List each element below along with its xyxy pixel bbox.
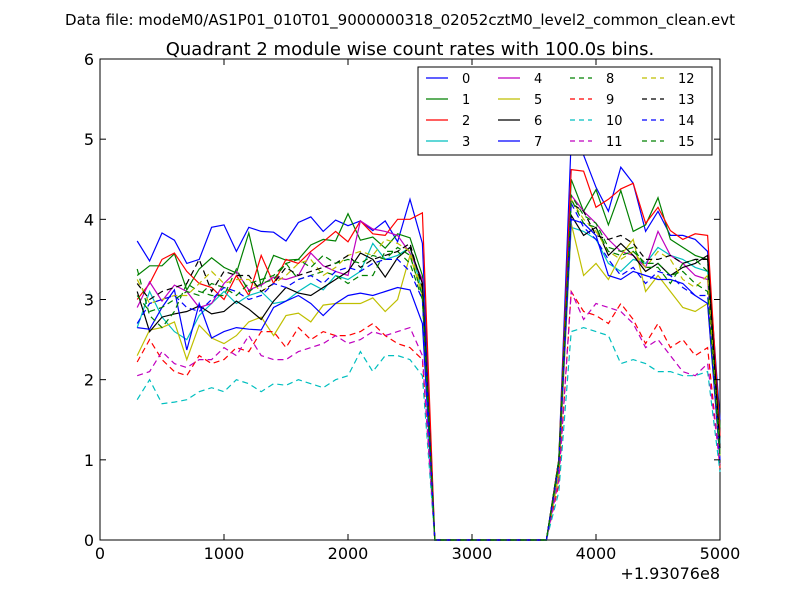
y-tick-label: 5 (84, 130, 94, 149)
legend-label: 0 (462, 72, 470, 87)
series-line-9 (136, 289, 721, 541)
legend-label: 15 (678, 135, 695, 150)
x-tick-label: 2000 (328, 544, 369, 563)
series-line-15 (136, 197, 721, 541)
x-offset-label: +1.93076e8 (620, 564, 720, 583)
chart-suptitle: Data file: modeM0/AS1P01_010T01_90000003… (65, 11, 735, 30)
series-line-11 (137, 291, 721, 541)
series-line-14 (136, 201, 721, 541)
legend-label: 7 (534, 135, 542, 150)
legend-label: 12 (678, 72, 695, 87)
legend-label: 6 (534, 114, 542, 129)
x-tick-label: 1000 (204, 544, 245, 563)
series-line-10 (136, 326, 721, 541)
x-tick-label: 3000 (452, 544, 493, 563)
legend-label: 3 (462, 135, 470, 150)
x-tick-label: 5000 (700, 544, 741, 563)
x-tick-label: 0 (95, 544, 105, 563)
legend-label: 4 (534, 72, 542, 87)
series-line-7 (137, 218, 721, 541)
legend-box (417, 66, 713, 156)
legend-label: 2 (462, 114, 470, 129)
y-tick-label: 1 (84, 451, 94, 470)
legend-label: 9 (606, 93, 614, 108)
legend-label: 5 (534, 93, 542, 108)
legend-label: 8 (606, 72, 614, 87)
y-tick-label: 0 (84, 531, 94, 550)
y-tick-label: 2 (84, 371, 94, 390)
series-line-8 (136, 193, 721, 541)
legend-label: 13 (678, 93, 695, 108)
x-tick-label: 4000 (576, 544, 617, 563)
y-tick-label: 6 (84, 50, 94, 69)
legend-label: 1 (462, 93, 470, 108)
series-layer (136, 137, 721, 541)
y-tick-label: 3 (84, 291, 94, 310)
series-line-2 (136, 168, 721, 541)
chart-title: Quadrant 2 module wise count rates with … (166, 39, 655, 60)
y-tick-label: 4 (84, 210, 94, 229)
legend-label: 14 (678, 114, 695, 129)
legend-label: 10 (606, 114, 623, 129)
legend-label: 11 (606, 135, 623, 150)
